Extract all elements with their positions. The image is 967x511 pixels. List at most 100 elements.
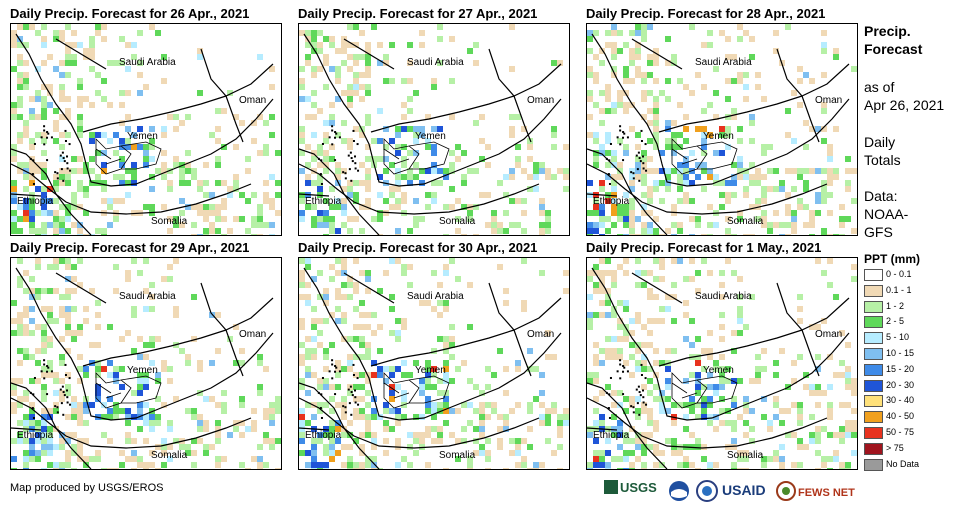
rain-cell <box>323 294 329 300</box>
rain-cell <box>71 330 77 336</box>
rain-cell <box>389 42 395 48</box>
rain-cell <box>17 138 23 144</box>
rain-cell <box>89 138 95 144</box>
rain-cell <box>317 384 323 390</box>
rain-cell <box>119 156 125 162</box>
rain-cell <box>641 174 647 180</box>
rain-cell <box>191 462 197 468</box>
rain-cell <box>329 450 335 456</box>
legend-swatch <box>864 426 883 439</box>
rain-cell <box>335 174 341 180</box>
rain-cell <box>737 72 743 78</box>
rain-cell <box>641 90 647 96</box>
panel-title: Daily Precip. Forecast for 27 Apr., 2021 <box>298 6 538 21</box>
rain-cell <box>719 324 725 330</box>
rain-cell <box>257 54 263 60</box>
rain-cell <box>623 468 629 469</box>
rain-cell <box>485 456 491 462</box>
rain-cell <box>53 120 59 126</box>
rain-cell <box>641 114 647 120</box>
rain-cell <box>395 408 401 414</box>
rain-cell <box>23 84 29 90</box>
rain-cell <box>77 222 83 228</box>
rain-cell <box>689 258 695 264</box>
rain-cell <box>623 222 629 228</box>
rain-cell <box>137 30 143 36</box>
island <box>630 171 633 174</box>
rain-cell <box>599 462 605 468</box>
rain-cell <box>653 426 659 432</box>
rain-cell <box>821 72 827 78</box>
rain-cell <box>473 450 479 456</box>
island <box>331 377 334 380</box>
rain-cell <box>707 270 713 276</box>
rain-cell <box>737 468 743 469</box>
rain-cell <box>23 78 29 84</box>
rain-cell <box>365 462 371 468</box>
rain-cell <box>161 402 167 408</box>
rain-cell <box>41 324 47 330</box>
rain-cell <box>833 450 839 456</box>
rain-cell <box>737 126 743 132</box>
rain-cell <box>77 414 83 420</box>
rain-cell <box>761 462 767 468</box>
rain-cell <box>683 462 689 468</box>
rain-cell <box>821 318 827 324</box>
rain-cell <box>743 396 749 402</box>
rain-cell <box>59 204 65 210</box>
rain-cell <box>395 336 401 342</box>
rain-cell <box>347 90 353 96</box>
rain-cell <box>35 234 41 235</box>
rain-cell <box>341 408 347 414</box>
rain-cell <box>341 462 347 468</box>
rain-cell <box>245 228 251 234</box>
rain-cell <box>653 348 659 354</box>
rain-cell <box>449 378 455 384</box>
rain-cell <box>95 324 101 330</box>
saudi-oman-border <box>488 282 562 331</box>
rain-cell <box>401 102 407 108</box>
rain-cell <box>659 306 665 312</box>
rain-cell <box>377 174 383 180</box>
island <box>619 125 622 128</box>
rain-cell <box>779 468 785 469</box>
rain-cell <box>767 144 773 150</box>
rain-cell <box>113 198 119 204</box>
rain-cell <box>119 180 125 186</box>
rain-cell <box>389 78 395 84</box>
rain-cell <box>71 336 77 342</box>
rain-cell <box>35 90 41 96</box>
rain-cell <box>359 54 365 60</box>
rain-cell <box>431 162 437 168</box>
rain-cell <box>299 150 305 156</box>
country-label-somalia: Somalia <box>727 216 764 227</box>
rain-cell <box>329 222 335 228</box>
rain-cell <box>503 300 509 306</box>
rain-cell <box>779 348 785 354</box>
rain-cell <box>95 24 101 30</box>
rain-cell <box>113 264 119 270</box>
rain-cell <box>173 222 179 228</box>
rain-cell <box>851 276 857 282</box>
rain-cell <box>245 156 251 162</box>
rain-cell <box>413 222 419 228</box>
rain-cell <box>539 228 545 234</box>
island <box>46 365 49 368</box>
rain-cell <box>587 312 593 318</box>
island <box>59 154 62 157</box>
rain-cell <box>719 420 725 426</box>
rain-cell <box>737 456 743 462</box>
rain-cell <box>29 138 35 144</box>
rain-cell <box>95 30 101 36</box>
rain-cell <box>509 198 515 204</box>
rain-cell <box>755 180 761 186</box>
rain-cell <box>737 78 743 84</box>
rain-cell <box>101 162 107 168</box>
rain-cell <box>23 312 29 318</box>
island <box>32 393 35 396</box>
rain-cell <box>587 72 593 78</box>
rain-cell <box>425 378 431 384</box>
rain-cell <box>41 60 47 66</box>
rain-cell <box>551 354 557 360</box>
rain-cell <box>593 150 599 156</box>
